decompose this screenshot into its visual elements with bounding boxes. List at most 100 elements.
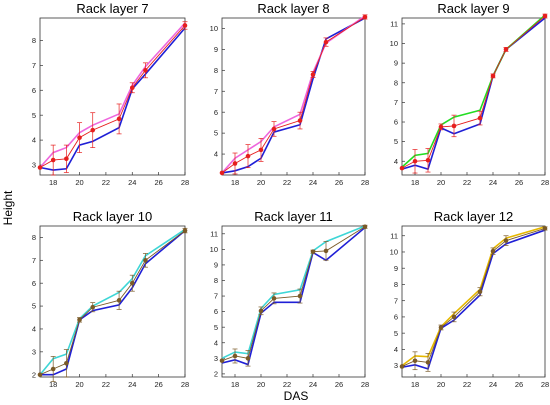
x-tick-label: 22	[463, 178, 471, 187]
y-tick-label: 2	[214, 369, 218, 378]
y-tick-label: 2	[32, 370, 36, 379]
y-tick-label: 6	[32, 86, 36, 95]
data-point	[438, 124, 444, 130]
y-tick-label: 7	[394, 296, 398, 305]
series-line	[221, 17, 366, 174]
y-tick-label: 3	[32, 347, 36, 356]
x-tick-label: 18	[231, 178, 239, 187]
x-tick-label: 28	[181, 178, 189, 187]
y-tick-label: 10	[390, 39, 398, 48]
chart-panel: Rack layer 12 18 20 22 24 26 28 3 4 5 6 7 8 9 10 11	[390, 209, 550, 389]
x-tick-label: 20	[75, 380, 83, 389]
x-tick-label: 20	[437, 380, 445, 389]
y-tick-label: 7	[214, 292, 218, 301]
y-tick-label: 4	[214, 150, 218, 159]
data-point	[310, 72, 316, 77]
y-tick-label: 3	[214, 354, 218, 363]
data-point	[542, 226, 548, 231]
x-tick-label: 26	[515, 380, 523, 389]
data-point	[425, 360, 431, 365]
panel-title: Rack layer 9	[437, 1, 509, 16]
x-tick-label: 26	[335, 178, 343, 187]
data-point	[477, 115, 483, 121]
x-tick-label: 20	[257, 178, 265, 187]
y-tick-label: 8	[32, 233, 36, 242]
axes-frame	[401, 225, 546, 378]
y-tick-label: 8	[32, 36, 36, 45]
y-tick-label: 6	[394, 118, 398, 127]
y-tick-label: 5	[214, 129, 218, 138]
data-point	[116, 298, 122, 303]
y-tick-label: 7	[32, 256, 36, 265]
x-tick-label: 26	[154, 178, 162, 187]
data-point	[323, 39, 329, 45]
y-tick-label: 8	[214, 276, 218, 285]
data-point	[90, 304, 96, 310]
data-point	[219, 358, 225, 363]
data-point	[271, 296, 277, 301]
chart-panel: Rack layer 8 18 20 22 24 26 28 4 5 6 7 8 9 10	[210, 1, 370, 187]
data-point	[64, 360, 69, 366]
x-tick-label: 24	[309, 178, 317, 187]
data-point	[297, 118, 303, 123]
y-tick-label: 11	[390, 19, 398, 28]
x-tick-label: 26	[335, 380, 343, 389]
chart-panel: Rack layer 11 18 20 22 24 26 28 2 3 4 5 6 7 8 9 10 11	[210, 209, 370, 389]
series-line	[221, 226, 366, 366]
y-tick-label: 5	[32, 302, 36, 311]
y-tick-label: 8	[214, 66, 218, 75]
y-tick-label: 7	[394, 98, 398, 107]
x-tick-label: 20	[75, 178, 83, 187]
data-point	[64, 156, 69, 162]
data-point	[50, 157, 56, 163]
x-tick-label: 20	[257, 380, 265, 389]
data-point	[245, 356, 251, 361]
x-tick-label: 22	[102, 178, 110, 187]
data-point	[219, 170, 225, 176]
y-tick-label: 6	[214, 108, 218, 117]
data-point	[490, 73, 496, 79]
data-point	[451, 123, 457, 129]
y-tick-label: 6	[32, 279, 36, 288]
series-line	[401, 17, 546, 171]
data-point	[542, 13, 548, 19]
data-point	[116, 116, 122, 122]
axes-frame	[221, 17, 366, 176]
data-point	[438, 325, 444, 330]
data-point	[323, 248, 329, 254]
series-line	[401, 228, 546, 367]
y-tick-label: 8	[394, 280, 398, 289]
data-point	[490, 248, 496, 254]
panel-title: Rack layer 10	[73, 209, 152, 224]
panel-title: Rack layer 12	[434, 209, 513, 224]
y-tick-label: 11	[390, 231, 398, 240]
series-line	[401, 229, 546, 370]
y-tick-label: 5	[214, 323, 218, 332]
x-tick-label: 22	[463, 380, 471, 389]
x-tick-label: 18	[411, 178, 419, 187]
data-point	[37, 165, 43, 170]
y-tick-label: 3	[394, 361, 398, 370]
axes-frame	[39, 17, 186, 176]
series-line	[401, 14, 546, 168]
data-point	[362, 224, 368, 230]
y-tick-label: 9	[214, 261, 218, 270]
chart-panel: Rack layer 10 18 20 22 24 26 28 2 3 4 5 6 7 8	[32, 209, 189, 389]
axes-frame	[221, 225, 366, 378]
y-tick-label: 5	[394, 329, 398, 338]
y-tick-label: 7	[32, 61, 36, 70]
data-point	[477, 289, 483, 295]
data-point	[90, 127, 96, 133]
data-point	[129, 280, 135, 286]
data-point	[503, 238, 509, 243]
data-point	[50, 366, 56, 372]
y-tick-label: 6	[214, 307, 218, 316]
data-point	[425, 157, 431, 163]
data-point	[503, 47, 509, 52]
x-tick-label: 18	[411, 380, 419, 389]
data-point	[232, 353, 238, 359]
series-line	[39, 230, 186, 376]
data-point	[310, 249, 316, 254]
